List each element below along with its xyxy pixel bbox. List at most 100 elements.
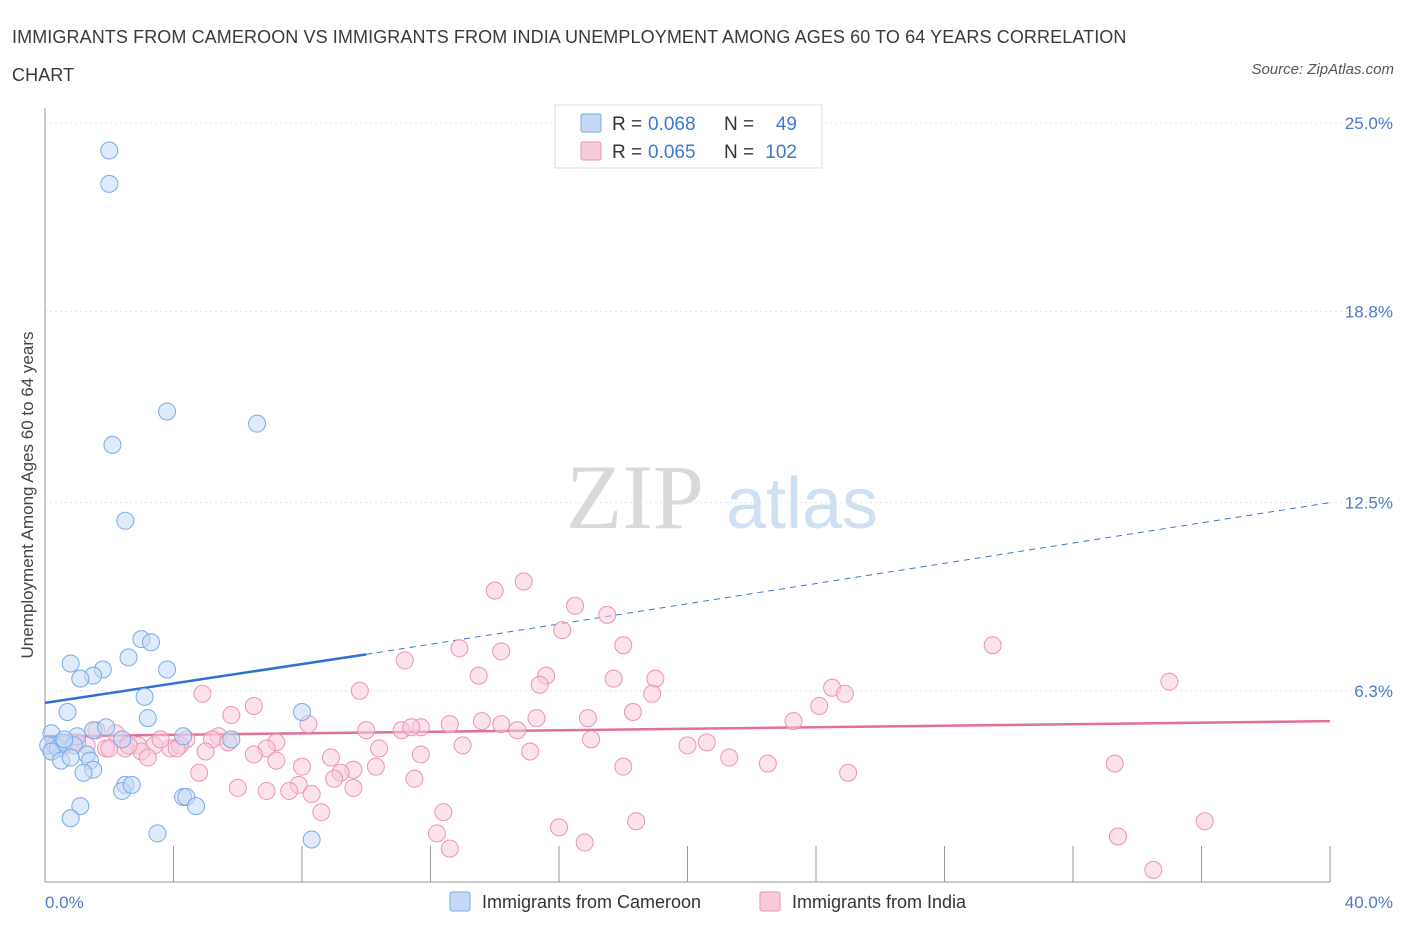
watermark-zip: ZIP (566, 446, 704, 548)
point-cameroon-17 (138, 709, 157, 728)
point-india-72 (614, 757, 633, 776)
point-india-9 (395, 651, 414, 670)
point-india-63 (267, 751, 286, 770)
bottom-legend-swatch-india (759, 891, 781, 912)
point-india-44 (453, 736, 472, 755)
point-india-26 (222, 706, 241, 725)
top-legend: R = 0.068 N = 49 R = 0.065 N = 102 (554, 104, 823, 169)
point-india-13 (646, 669, 665, 688)
point-cameroon-5 (116, 511, 135, 530)
point-india-14 (1160, 672, 1179, 691)
trend-lines (44, 502, 1331, 738)
point-cameroon-21 (222, 730, 241, 749)
point-india-101 (582, 730, 601, 749)
x-tick-label-min: 0.0% (45, 893, 84, 912)
bottom-legend: Immigrants from Cameroon Immigrants from… (449, 891, 967, 912)
point-cameroon-9 (61, 654, 80, 673)
point-india-15 (530, 675, 549, 694)
point-india-96 (1144, 860, 1163, 879)
point-india-84 (228, 778, 247, 797)
point-india-94 (575, 833, 594, 852)
point-india-10 (469, 666, 488, 685)
point-india-2 (566, 596, 585, 615)
point-india-86 (280, 781, 299, 800)
axes (44, 108, 1331, 883)
trend-cameroon (44, 653, 367, 705)
legend-swatch-cameroon (580, 113, 602, 133)
point-cameroon-35 (61, 748, 80, 767)
point-india-91 (427, 824, 446, 843)
point-india-25 (527, 709, 546, 728)
point-india-97 (302, 784, 321, 803)
point-india-42 (697, 733, 716, 752)
bottom-legend-label-india: Immigrants from India (792, 892, 967, 912)
point-cameroon-15 (58, 703, 77, 722)
point-india-51 (370, 739, 389, 758)
point-cameroon-0 (100, 141, 119, 160)
point-india-34 (402, 718, 421, 737)
point-india-4 (553, 621, 572, 640)
point-india-22 (244, 696, 263, 715)
point-india-62 (244, 745, 263, 764)
point-india-12 (604, 669, 623, 688)
point-cameroon-7 (142, 633, 161, 652)
point-india-6 (983, 636, 1002, 655)
point-india-75 (366, 757, 385, 776)
point-india-64 (411, 745, 430, 764)
point-india-65 (321, 748, 340, 767)
bottom-legend-swatch-cameroon (449, 891, 471, 912)
point-india-1 (485, 581, 504, 600)
point-india-83 (344, 778, 363, 797)
legend-swatch-india (580, 141, 602, 161)
legend-n-label-india: N = (724, 142, 754, 163)
point-india-89 (627, 812, 646, 831)
legend-r-label-cameroon: R = (612, 114, 642, 135)
y-tick-labels: 6.3% 12.5% 18.8% 25.0% (1345, 114, 1393, 701)
point-cameroon-46 (148, 824, 167, 843)
point-cameroon-20 (174, 727, 193, 746)
point-cameroon-16 (293, 703, 311, 722)
point-india-19 (835, 684, 854, 703)
point-cameroon-3 (248, 414, 267, 433)
point-india-29 (440, 715, 459, 734)
legend-n-value-india: 102 (765, 142, 797, 163)
point-india-74 (293, 757, 311, 776)
point-india-79 (405, 769, 424, 788)
point-cameroon-13 (71, 669, 90, 688)
bottom-legend-label-cameroon: Immigrants from Cameroon (482, 892, 701, 912)
y-tick-label-2: 18.8% (1345, 302, 1393, 321)
point-india-3 (598, 605, 617, 624)
trend-cameroon-extension (366, 502, 1331, 655)
source-label: Source: ZipAtlas.com (1251, 61, 1394, 78)
legend-r-value-cameroon: 0.068 (648, 114, 696, 135)
legend-n-value-cameroon: 49 (776, 114, 797, 135)
point-india-21 (810, 696, 829, 715)
point-india-24 (578, 709, 597, 728)
point-india-95 (440, 839, 459, 858)
point-india-88 (434, 803, 453, 822)
point-india-92 (1195, 812, 1214, 831)
point-india-55 (196, 742, 215, 761)
point-cameroon-48 (55, 730, 74, 749)
point-india-100 (151, 730, 170, 749)
point-india-17 (350, 681, 369, 700)
legend-n-label-cameroon: N = (724, 114, 754, 135)
point-india-20 (193, 684, 212, 703)
y-tick-label-0: 6.3% (1354, 682, 1393, 701)
point-india-27 (472, 712, 491, 731)
point-india-18 (643, 684, 662, 703)
point-india-0 (514, 572, 533, 591)
watermark-atlas: atlas (726, 464, 878, 544)
point-cameroon-37 (74, 763, 93, 782)
point-india-35 (357, 721, 376, 740)
y-tick-label-1: 12.5% (1345, 494, 1393, 513)
point-cameroon-40 (122, 775, 141, 794)
point-india-66 (138, 748, 157, 767)
point-cameroon-44 (186, 797, 205, 816)
point-cameroon-19 (97, 718, 116, 737)
point-india-90 (550, 818, 568, 837)
point-cameroon-14 (135, 687, 154, 706)
point-india-5 (614, 636, 633, 655)
point-india-78 (325, 769, 344, 788)
